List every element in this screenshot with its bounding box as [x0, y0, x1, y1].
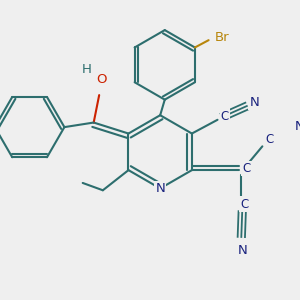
Text: C: C [266, 134, 274, 146]
Text: N: N [249, 96, 259, 109]
Text: C: C [221, 110, 229, 123]
Text: N: N [155, 182, 165, 195]
Text: O: O [97, 73, 107, 86]
Text: N: N [295, 120, 300, 133]
Text: H: H [81, 63, 91, 76]
Text: C: C [243, 162, 251, 175]
Text: Br: Br [215, 31, 230, 44]
Text: N: N [237, 244, 247, 257]
Text: C: C [240, 197, 248, 211]
